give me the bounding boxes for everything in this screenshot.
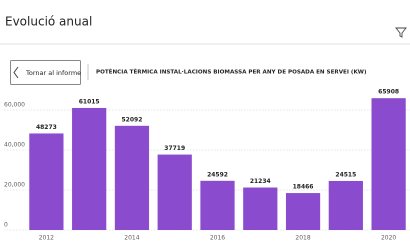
y-tick-label: 20,000 [4, 182, 25, 189]
y-tick-label: 40,000 [4, 142, 25, 149]
y-tick-label: 0 [4, 222, 8, 229]
value-label: 37719 [164, 145, 185, 152]
y-tick-label: 60,000 [4, 102, 25, 109]
chart-title: POTÈNCIA TÈRMICA INSTAL·LACIONS BIOMASSA… [96, 68, 367, 76]
filter-icon[interactable] [395, 27, 407, 38]
bar [114, 125, 150, 230]
value-label: 21234 [250, 178, 271, 185]
x-tick-label: 2014 [124, 235, 139, 242]
x-tick-label: 2016 [210, 235, 225, 242]
back-button[interactable]: Tornar al informe [10, 60, 82, 85]
bar [371, 98, 406, 231]
value-label: 61015 [79, 98, 100, 105]
value-label: 18466 [293, 184, 314, 191]
value-label: 24515 [335, 171, 356, 178]
bar [72, 107, 107, 230]
x-tick-label: 2020 [381, 235, 396, 242]
back-button-label[interactable]: Tornar al informe [25, 69, 81, 77]
page-title: Evolució anual [5, 15, 92, 29]
value-label: 24592 [207, 171, 228, 178]
bar [29, 133, 64, 230]
bar [157, 154, 192, 230]
bar [200, 180, 235, 230]
value-label: 48273 [36, 124, 57, 131]
x-tick-label: 2012 [39, 235, 54, 242]
value-label: 65908 [378, 89, 399, 96]
bar [285, 193, 321, 230]
x-tick-label: 2018 [295, 235, 310, 242]
value-label: 52092 [122, 116, 143, 123]
bar [243, 187, 278, 230]
bar [328, 180, 363, 230]
